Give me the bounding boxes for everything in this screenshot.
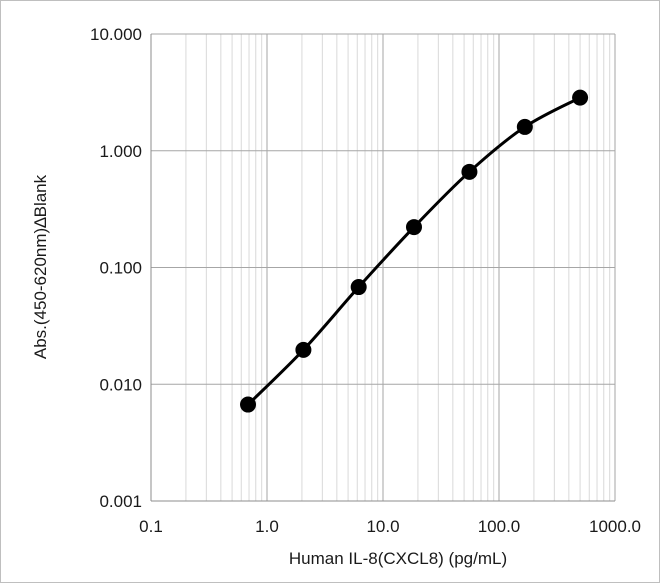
x-tick-label: 100.0 xyxy=(478,517,521,536)
data-point xyxy=(295,341,312,358)
y-tick-label: 0.001 xyxy=(99,492,142,511)
y-axis-title: Abs.(450-620nm)∆Blank xyxy=(31,174,50,359)
y-tick-labels: 0.001 0.010 0.100 1.000 10.000 xyxy=(90,25,142,511)
x-tick-label: 10.0 xyxy=(366,517,399,536)
y-tick-label: 0.010 xyxy=(99,375,142,394)
y-tick-label: 1.000 xyxy=(99,142,142,161)
data-point xyxy=(350,279,367,296)
series xyxy=(240,89,589,413)
data-point xyxy=(461,163,478,180)
x-axis-title: Human IL-8(CXCL8) (pg/mL) xyxy=(289,549,507,568)
data-point xyxy=(405,219,422,236)
x-tick-label: 0.1 xyxy=(139,517,163,536)
y-tick-label: 10.000 xyxy=(90,25,142,44)
data-point xyxy=(516,118,533,135)
x-tick-label: 1.0 xyxy=(255,517,279,536)
x-tick-labels: 0.1 1.0 10.0 100.0 1000.0 xyxy=(139,517,641,536)
data-point xyxy=(240,396,257,413)
y-tick-label: 0.100 xyxy=(99,259,142,278)
x-tick-label: 1000.0 xyxy=(589,517,641,536)
data-point xyxy=(572,89,589,106)
